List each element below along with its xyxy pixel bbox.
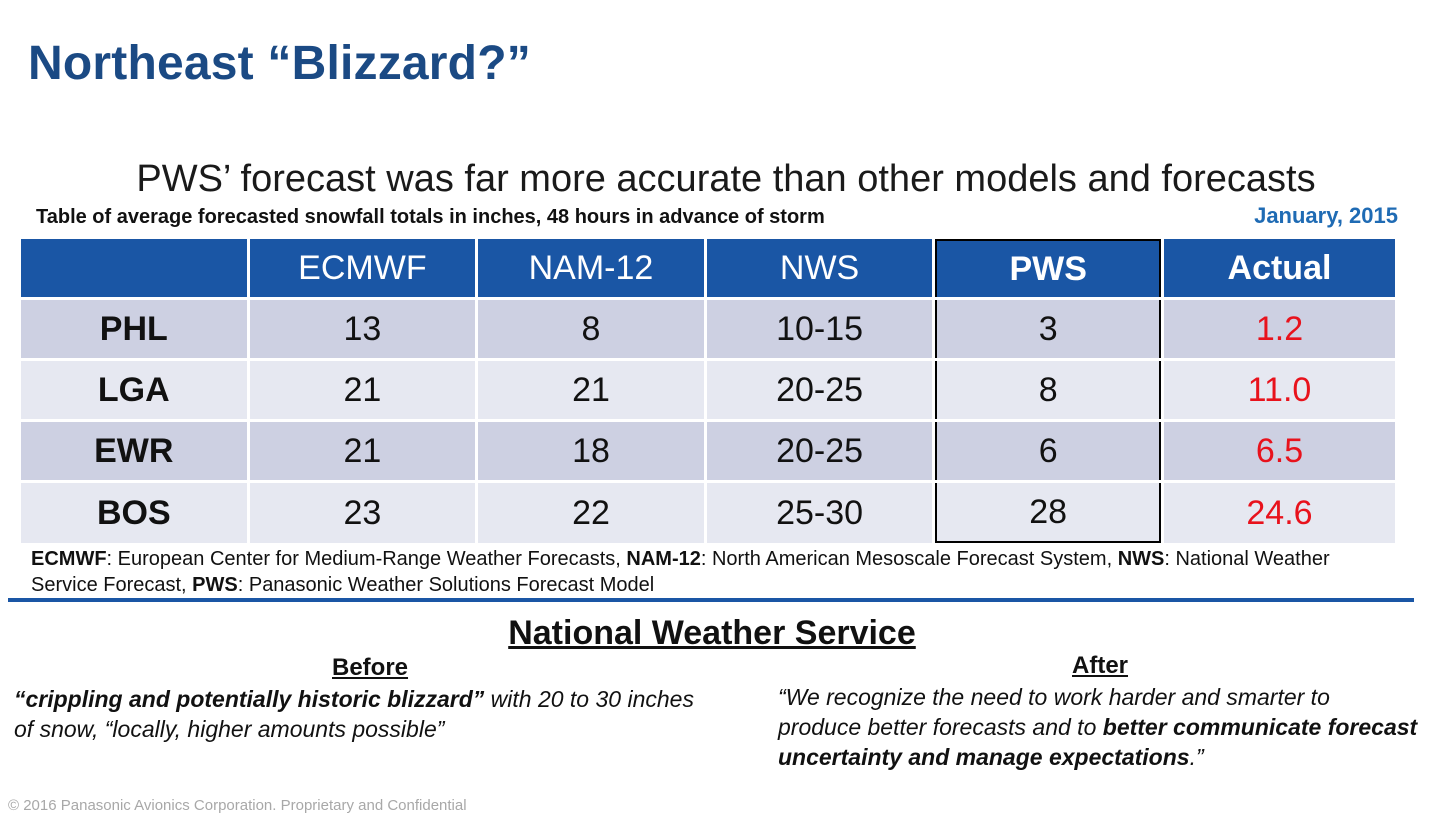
table-row: EWR 21 18 20-25 6 6.5 xyxy=(21,422,1395,480)
pws-cell: 8 xyxy=(935,361,1161,419)
station-cell: LGA xyxy=(21,361,247,419)
table-header-row: ECMWF NAM-12 NWS PWS Actual xyxy=(21,239,1395,297)
after-quote-start: “We recognize the need to work harder an… xyxy=(778,684,1330,740)
legend-abbr-ecmwf: ECMWF xyxy=(31,548,107,570)
legend-abbr-nam12: NAM-12 xyxy=(626,548,701,570)
abbreviation-legend: ECMWF: European Center for Medium-Range … xyxy=(31,546,1401,598)
table-row: PHL 13 8 10-15 3 1.2 xyxy=(21,300,1395,358)
before-heading: Before xyxy=(332,654,409,681)
slide-title: Northeast “Blizzard?” xyxy=(28,37,531,90)
snowfall-table-container: ECMWF NAM-12 NWS PWS Actual PHL 13 8 10-… xyxy=(18,236,1398,546)
nam12-cell: 18 xyxy=(478,422,704,480)
before-quote-bold: “crippling and potentially historic bliz… xyxy=(14,686,485,712)
header-cell-nws: NWS xyxy=(706,239,933,297)
table-row: BOS 23 22 25-30 28 24.6 xyxy=(21,483,1395,543)
ecmwf-cell: 21 xyxy=(249,361,476,419)
nam12-cell: 22 xyxy=(478,483,704,543)
actual-cell: 11.0 xyxy=(1163,361,1395,419)
after-quote-bold: better communicate forecast uncertainty … xyxy=(778,714,1418,770)
legend-def-nam12: : North American Mesoscale Forecast Syst… xyxy=(700,548,1118,570)
slide-subtitle: PWS’ forecast was far more accurate than… xyxy=(136,158,1316,200)
nws-cell: 20-25 xyxy=(706,361,933,419)
ecmwf-cell: 13 xyxy=(249,300,476,358)
nam12-cell: 8 xyxy=(478,300,704,358)
nws-heading: National Weather Service xyxy=(508,614,916,652)
nws-cell: 10-15 xyxy=(706,300,933,358)
header-cell-ecmwf: ECMWF xyxy=(249,239,476,297)
pws-cell: 3 xyxy=(935,300,1161,358)
after-quote: “We recognize the need to work harder an… xyxy=(778,682,1418,772)
date-label: January, 2015 xyxy=(1254,203,1398,228)
copyright-footer: © 2016 Panasonic Avionics Corporation. P… xyxy=(8,797,467,814)
pws-cell: 28 xyxy=(935,483,1161,543)
after-heading: After xyxy=(1072,652,1129,679)
ecmwf-cell: 23 xyxy=(249,483,476,543)
header-cell-pws: PWS xyxy=(935,239,1161,297)
legend-abbr-nws: NWS xyxy=(1117,548,1165,570)
table-caption: Table of average forecasted snowfall tot… xyxy=(36,206,825,228)
table-row: LGA 21 21 20-25 8 11.0 xyxy=(21,361,1395,419)
actual-cell: 1.2 xyxy=(1163,300,1395,358)
header-cell-station xyxy=(21,239,247,297)
nws-cell: 25-30 xyxy=(706,483,933,543)
actual-cell: 6.5 xyxy=(1163,422,1395,480)
section-divider xyxy=(8,598,1414,602)
after-quote-end: .” xyxy=(1189,744,1204,770)
header-cell-nam12: NAM-12 xyxy=(478,239,704,297)
nws-cell: 20-25 xyxy=(706,422,933,480)
header-cell-actual: Actual xyxy=(1163,239,1395,297)
before-quote-rest: with 20 to 30 inches of snow, “locally, … xyxy=(14,686,694,742)
before-quote: “crippling and potentially historic bliz… xyxy=(14,684,714,744)
legend-def-ecmwf: : European Center for Medium-Range Weath… xyxy=(106,548,627,570)
nam12-cell: 21 xyxy=(478,361,704,419)
actual-cell: 24.6 xyxy=(1163,483,1395,543)
station-cell: PHL xyxy=(21,300,247,358)
pws-cell: 6 xyxy=(935,422,1161,480)
legend-def-nws: : National Weather Service Forecast, xyxy=(31,548,1330,596)
legend-abbr-pws: PWS xyxy=(192,574,238,596)
legend-def-pws: : Panasonic Weather Solutions Forecast M… xyxy=(237,574,655,596)
station-cell: EWR xyxy=(21,422,247,480)
station-cell: BOS xyxy=(21,483,247,543)
ecmwf-cell: 21 xyxy=(249,422,476,480)
snowfall-table: ECMWF NAM-12 NWS PWS Actual PHL 13 8 10-… xyxy=(18,236,1398,546)
